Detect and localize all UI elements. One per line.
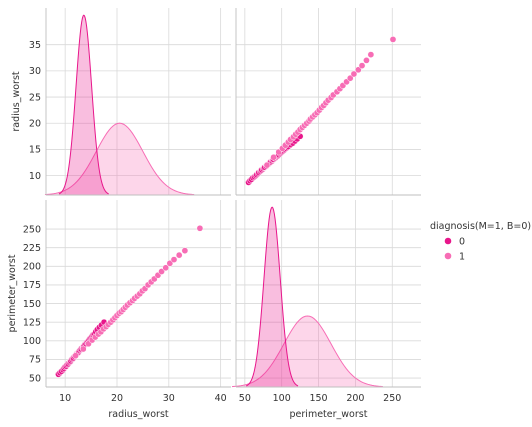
kde-perimeter-series-0-fill bbox=[246, 207, 299, 387]
scatter-point-series-1 bbox=[72, 352, 79, 360]
scatter-point-series-1 bbox=[355, 66, 362, 74]
xlabel-radius-worst: radius_worst bbox=[108, 409, 169, 420]
scatter-point-series-1 bbox=[263, 161, 271, 169]
ytick-perimeter-worst: 250 bbox=[23, 224, 41, 235]
axis-spines bbox=[45, 8, 421, 388]
ytick-perimeter-worst: 225 bbox=[23, 243, 41, 254]
panel-perimeter-kde bbox=[231, 200, 421, 388]
scatter-point-series-1 bbox=[181, 247, 189, 255]
ytick-radius-worst: 35 bbox=[29, 40, 41, 51]
panel-radius-kde bbox=[44, 8, 231, 196]
legend: diagnosis(M=1, B=0) 0 1 bbox=[430, 221, 531, 263]
panel-bottom-left-grid bbox=[46, 200, 231, 387]
xtick-perimeter-worst: 200 bbox=[346, 393, 364, 404]
xtick-radius-worst: 40 bbox=[215, 393, 227, 404]
ytick-perimeter-worst: 175 bbox=[23, 280, 41, 291]
scatter-point-series-1 bbox=[358, 62, 366, 69]
ytick-radius-worst: 20 bbox=[29, 119, 41, 130]
scatter-point-series-1 bbox=[162, 264, 170, 272]
scatter-point-series-1 bbox=[175, 251, 183, 259]
ytick-radius-worst: 30 bbox=[29, 66, 41, 77]
ylabel-perimeter-worst: perimeter_worst bbox=[7, 254, 18, 332]
scatter-point-series-1 bbox=[79, 345, 87, 353]
xtick-radius-worst: 20 bbox=[111, 393, 123, 404]
panel-radius-kde-marks bbox=[44, 14, 195, 196]
scatter-point-series-1 bbox=[363, 57, 370, 64]
legend-label-0: 0 bbox=[459, 237, 465, 248]
kde-perimeter-series-1-fill bbox=[232, 315, 383, 387]
kde-radius-series-0-fill bbox=[58, 15, 109, 195]
scatter-point-series-1 bbox=[346, 74, 354, 82]
xtick-perimeter-worst: 250 bbox=[383, 393, 401, 404]
panel-radius-kde-bg bbox=[46, 8, 231, 195]
legend-title: diagnosis(M=1, B=0) bbox=[430, 221, 531, 232]
panel-perimeter-vs-radius-scatter bbox=[236, 8, 421, 195]
panel-bottom-left-marks bbox=[55, 224, 204, 378]
ytick-radius-worst: 25 bbox=[29, 92, 41, 103]
ytick-perimeter-worst: 75 bbox=[29, 355, 41, 366]
kde-radius-series-0-line bbox=[58, 14, 109, 195]
xtick-perimeter-worst: 150 bbox=[309, 393, 327, 404]
ytick-perimeter-worst: 50 bbox=[29, 373, 41, 384]
legend-label-1: 1 bbox=[459, 252, 465, 263]
legend-marker-0 bbox=[444, 237, 452, 245]
xtick-radius-worst: 30 bbox=[163, 393, 175, 404]
ylabel-radius-worst: radius_worst bbox=[11, 71, 22, 132]
kde-radius-series-1-fill bbox=[44, 123, 195, 195]
panel-radius-vs-perimeter-scatter bbox=[46, 200, 231, 387]
ytick-radius-worst: 15 bbox=[29, 145, 41, 156]
panel-top-right-grid bbox=[236, 8, 421, 195]
ytick-radius-worst: 10 bbox=[29, 171, 41, 182]
panel-perimeter-kde-marks bbox=[231, 206, 384, 388]
ytick-perimeter-worst: 125 bbox=[23, 317, 41, 328]
scatter-point-series-1 bbox=[350, 70, 358, 78]
xlabel-perimeter-worst: perimeter_worst bbox=[290, 409, 368, 420]
kde-perimeter-series-0-line bbox=[245, 206, 299, 387]
scatter-point-series-1 bbox=[166, 259, 174, 267]
scatter-point-series-1 bbox=[389, 36, 397, 43]
legend-marker-1 bbox=[444, 252, 452, 260]
panel-top-right-marks bbox=[245, 36, 397, 186]
tick-labels: 10 20 30 40 50 100 150 200 250 10 15 20 25 30 35 50 75 10… bbox=[23, 40, 401, 404]
ytick-perimeter-worst: 100 bbox=[23, 336, 41, 347]
scatter-point-series-1 bbox=[170, 256, 178, 263]
ytick-perimeter-worst: 200 bbox=[23, 262, 41, 273]
xtick-radius-worst: 10 bbox=[59, 393, 71, 404]
kde-perimeter-series-1-line bbox=[231, 315, 384, 388]
scatter-point-series-1 bbox=[270, 153, 277, 161]
kde-radius-series-1-line bbox=[44, 122, 195, 196]
xtick-perimeter-worst: 100 bbox=[273, 393, 291, 404]
xtick-perimeter-worst: 50 bbox=[239, 393, 251, 404]
ytick-perimeter-worst: 150 bbox=[23, 299, 41, 310]
panel-perimeter-kde-bg bbox=[236, 200, 421, 387]
scatter-point-series-1 bbox=[196, 224, 204, 232]
scatter-point-series-1 bbox=[367, 51, 375, 58]
scatter-point-series-1 bbox=[158, 268, 165, 275]
